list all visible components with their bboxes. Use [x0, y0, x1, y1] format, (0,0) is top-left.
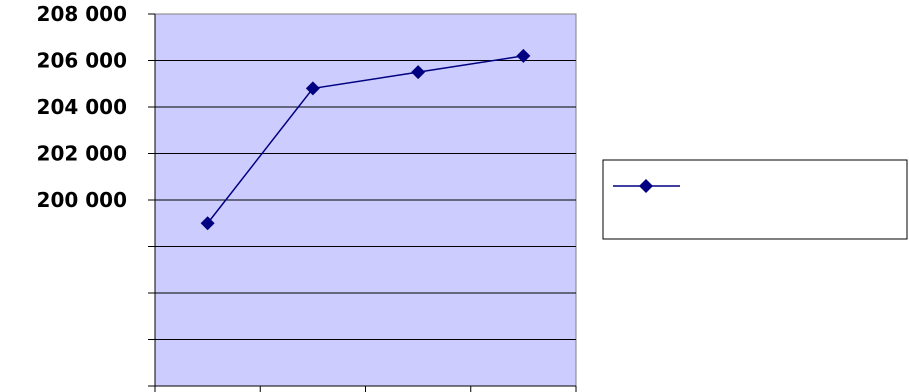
- y-tick-label: 204 000: [37, 95, 127, 119]
- y-tick-label: 206 000: [37, 49, 127, 73]
- series-line: [207, 55, 524, 224]
- gridlines: [155, 60, 576, 340]
- legend-diamond-marker: [639, 179, 653, 193]
- x-axis: [154, 385, 577, 392]
- data-point-marker: [200, 216, 215, 231]
- legend: [602, 159, 908, 240]
- data-point-marker: [516, 48, 531, 63]
- legend-box: [602, 159, 908, 240]
- y-axis: 200 000 202 000 204 000 206 000 208 000: [37, 2, 156, 387]
- data-point-marker: [411, 65, 426, 80]
- y-tick-label: 208 000: [37, 2, 127, 26]
- y-tick-label: 202 000: [37, 142, 127, 166]
- y-tick-label: 200 000: [37, 188, 127, 212]
- series-markers: [200, 48, 531, 231]
- data-point-marker: [305, 81, 320, 96]
